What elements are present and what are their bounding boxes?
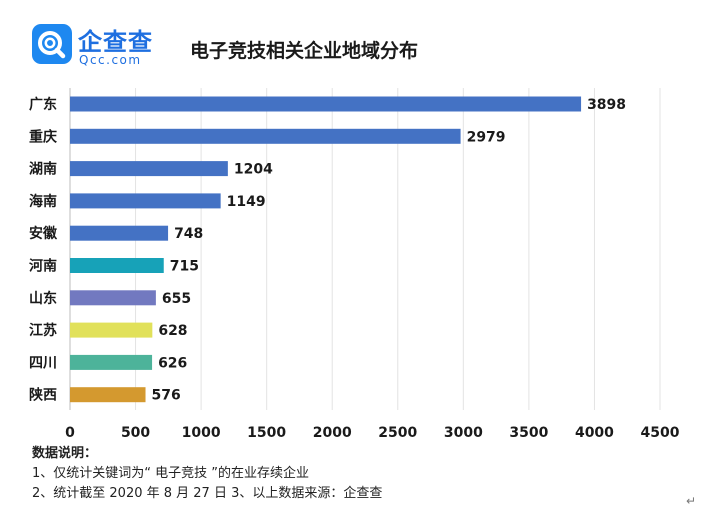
x-tick-label-1000: 1000 bbox=[182, 425, 221, 440]
value-label-7: 628 bbox=[158, 323, 187, 339]
x-tick-label-2000: 2000 bbox=[313, 425, 352, 440]
value-label-4: 748 bbox=[174, 226, 203, 242]
category-label-1: 重庆 bbox=[29, 128, 57, 145]
x-tick-label-4500: 4500 bbox=[641, 425, 680, 440]
category-label-7: 江苏 bbox=[29, 322, 57, 339]
logo-text-en: Qcc.com bbox=[79, 53, 142, 67]
bar-4 bbox=[70, 225, 169, 241]
bar-2 bbox=[70, 161, 228, 177]
category-label-3: 海南 bbox=[29, 193, 57, 210]
x-tick-label-0: 0 bbox=[65, 425, 75, 440]
category-label-9: 陕西 bbox=[29, 387, 57, 404]
bar-5 bbox=[70, 258, 164, 273]
bar-9 bbox=[70, 387, 146, 403]
x-tick-label-1500: 1500 bbox=[247, 425, 286, 440]
value-label-5: 715 bbox=[170, 259, 199, 275]
value-label-0: 3898 bbox=[587, 97, 626, 113]
category-label-4: 安徽 bbox=[29, 225, 58, 242]
notes-line-1: 1、仅统计关键词为“ 电子竞技 ”的在业存续企业 bbox=[32, 466, 310, 481]
category-label-5: 河南 bbox=[29, 258, 57, 275]
value-label-1: 2979 bbox=[467, 129, 506, 145]
value-label-8: 626 bbox=[158, 355, 187, 371]
chart-title: 电子竞技相关企业地域分布 bbox=[190, 40, 419, 62]
x-tick-label-4000: 4000 bbox=[575, 425, 614, 440]
data-notes: 数据说明： 1、仅统计关键词为“ 电子竞技 ”的在业存续企业 2、统计截至 20… bbox=[32, 444, 382, 504]
logo-text-cn: 企查查 bbox=[78, 28, 153, 56]
x-tick-label-3000: 3000 bbox=[444, 425, 483, 440]
category-label-0: 广东 bbox=[29, 96, 57, 113]
value-label-2: 1204 bbox=[234, 162, 273, 178]
logo-badge-icon bbox=[32, 24, 72, 64]
value-label-6: 655 bbox=[162, 291, 191, 307]
bar-6 bbox=[70, 290, 156, 306]
value-labels: 3898 2979 1204 1149 748 715 655 628 626 576 bbox=[152, 97, 627, 404]
bars bbox=[70, 96, 582, 403]
bar-1 bbox=[70, 128, 461, 144]
category-label-6: 山东 bbox=[29, 290, 57, 307]
x-tick-label-3500: 3500 bbox=[509, 425, 548, 440]
bar-0 bbox=[70, 96, 582, 112]
notes-heading: 数据说明： bbox=[32, 446, 98, 461]
category-label-8: 四川 bbox=[29, 355, 57, 371]
value-label-3: 1149 bbox=[227, 194, 266, 210]
value-label-9: 576 bbox=[152, 388, 181, 404]
x-tick-labels: 0 500 1000 1500 2000 2500 3000 3500 4000 4500 bbox=[65, 425, 680, 440]
x-tick-label-2500: 2500 bbox=[378, 425, 417, 440]
notes-line-2: 2、统计截至 2020 年 8 月 27 日 3、以上数据来源：企查查 bbox=[32, 486, 383, 501]
brand-logo: 企查查 Qcc.com bbox=[32, 22, 162, 70]
bar-7 bbox=[70, 322, 153, 338]
x-tick-label-500: 500 bbox=[121, 425, 150, 440]
bar-8 bbox=[70, 354, 153, 370]
bar-3 bbox=[70, 193, 221, 209]
category-label-2: 湖南 bbox=[29, 161, 57, 178]
paragraph-mark: ↵ bbox=[686, 494, 697, 508]
